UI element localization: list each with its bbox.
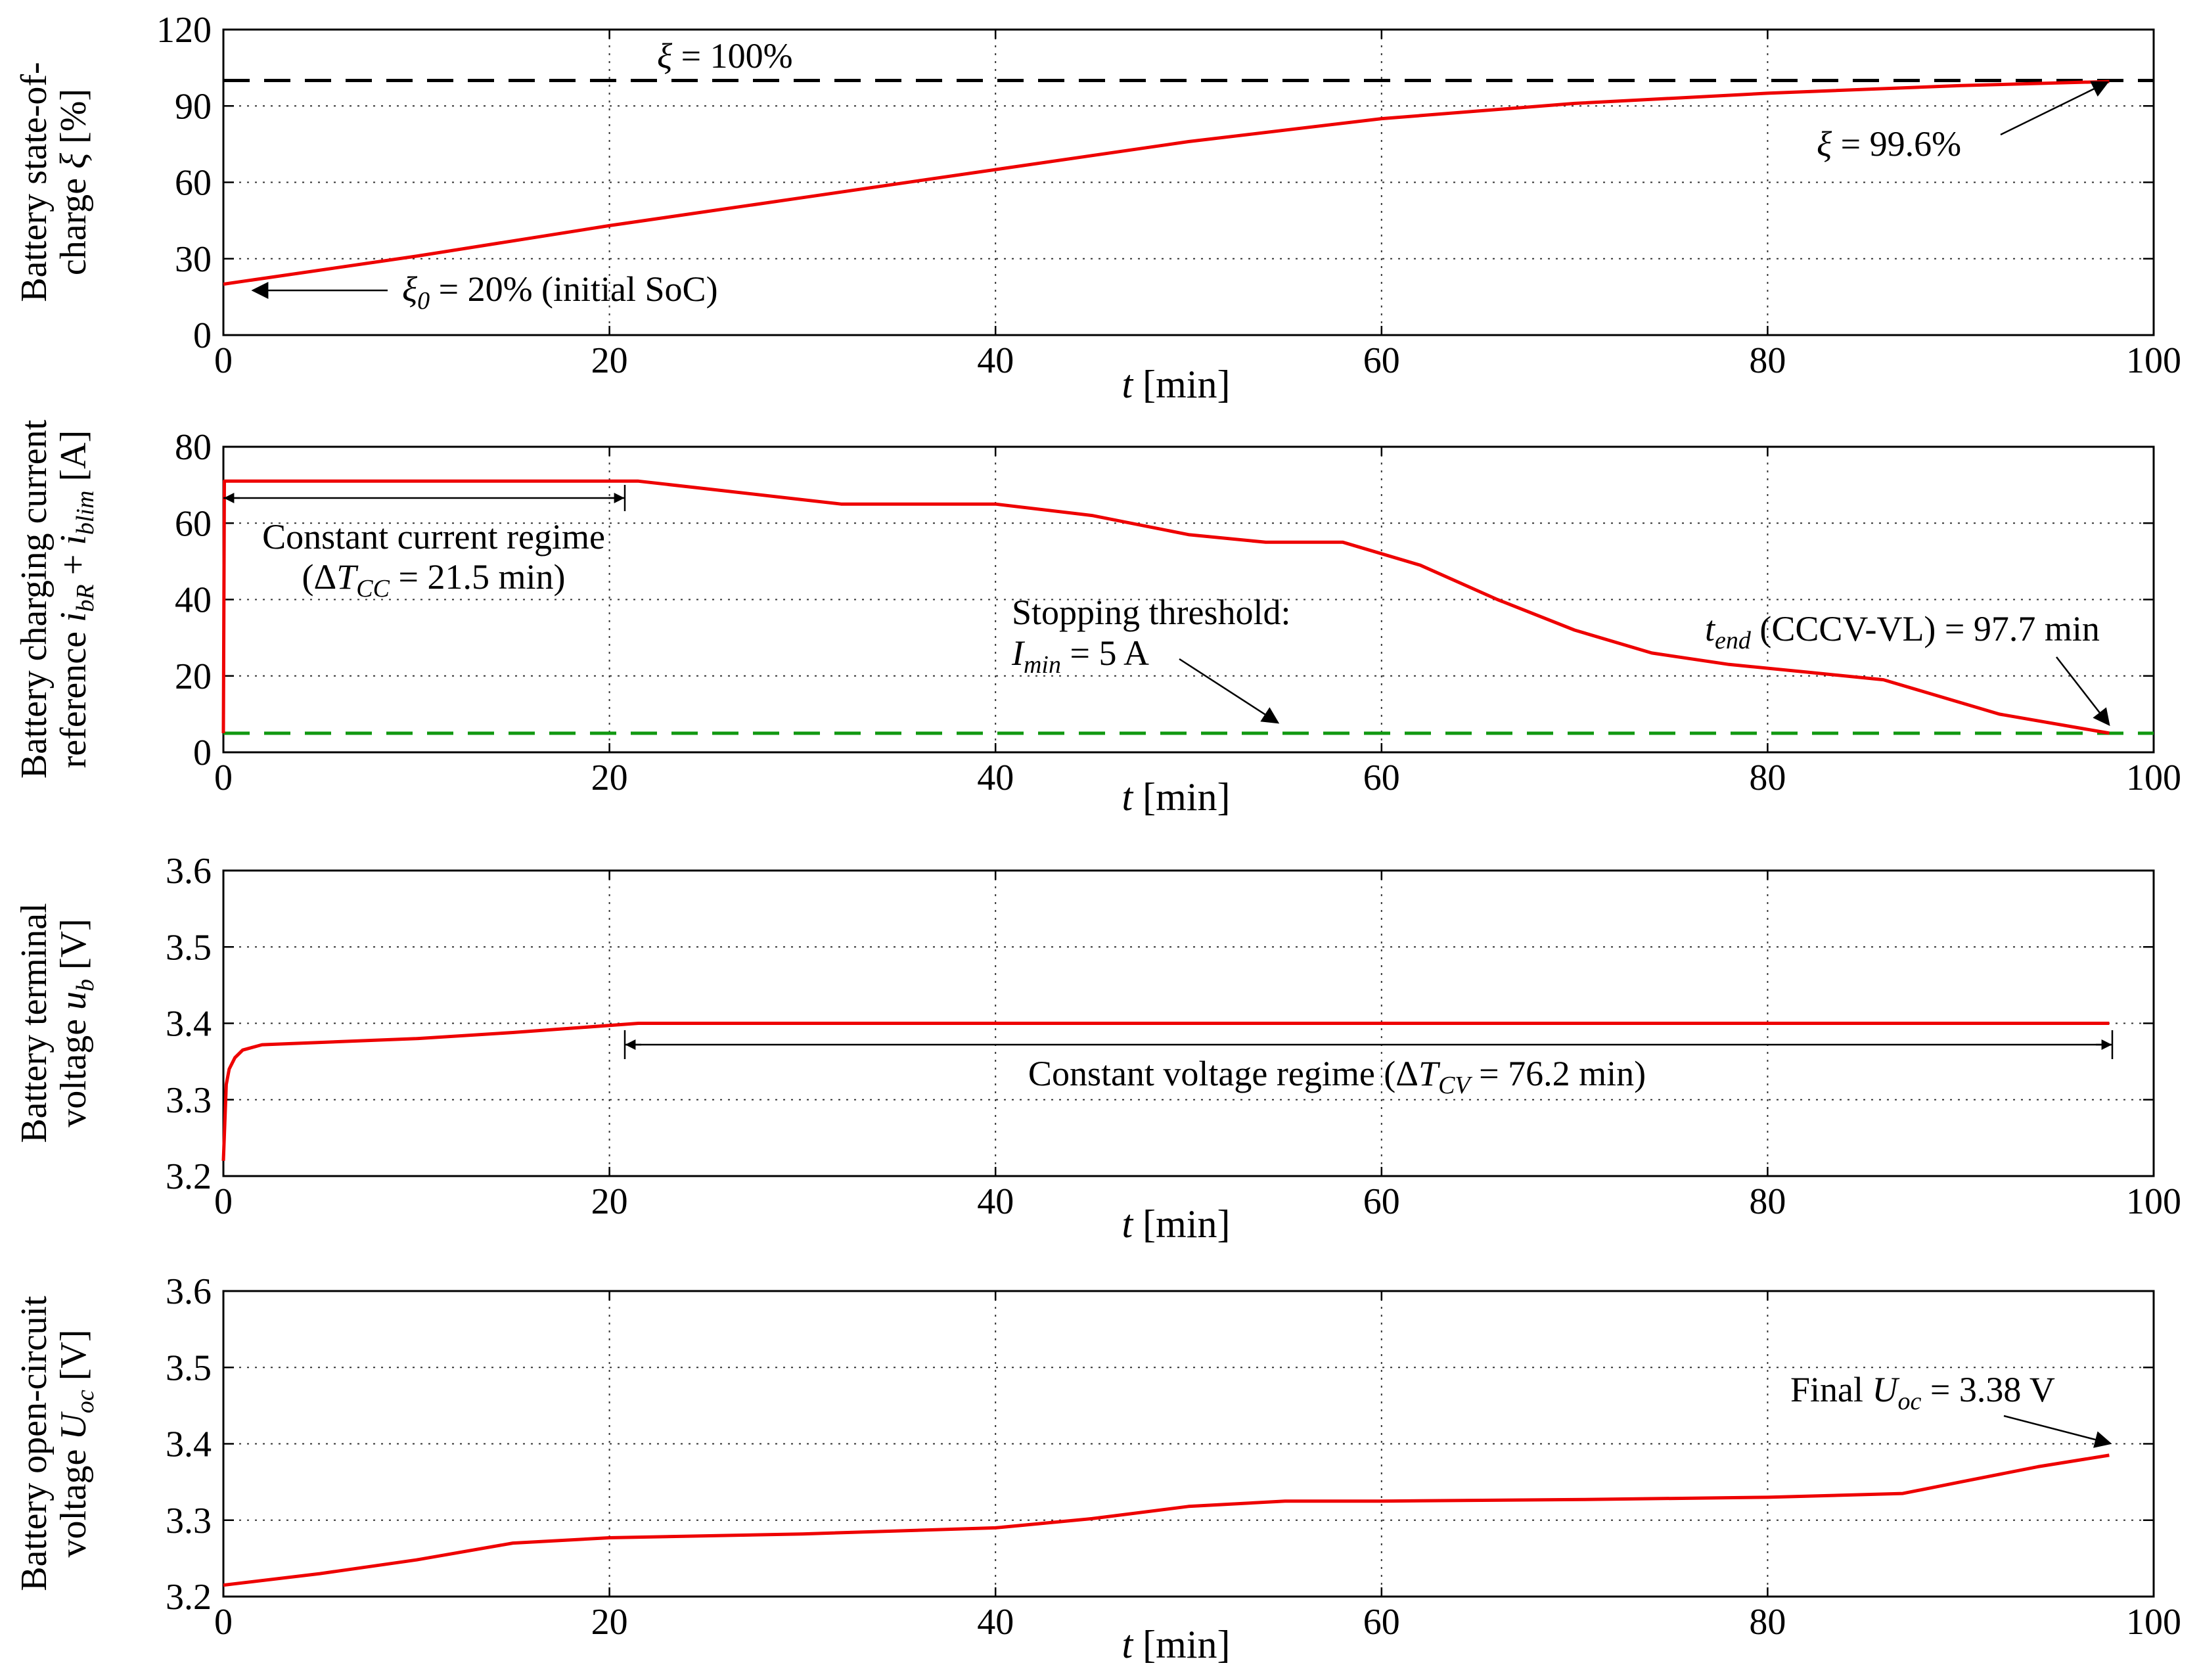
y-tick-label: 60: [175, 163, 212, 204]
tick-labels: 0 20 40 60 80 100 3.2 3.3 3.4 3.5 3.6: [166, 851, 2181, 1222]
y-axis-label-line2: voltage ub [V]: [53, 919, 99, 1127]
y-axis-label-line2: voltage Uoc [V]: [53, 1330, 99, 1558]
x-tick-label: 100: [2126, 758, 2181, 798]
x-axis-label: t [min]: [1122, 1623, 1231, 1666]
y-tick-label: 60: [175, 503, 212, 544]
x-tick-label: 80: [1749, 340, 1786, 381]
x-tick-label: 0: [214, 340, 233, 381]
x-tick-label: 40: [977, 1602, 1014, 1643]
x-axis-label: t [min]: [1122, 775, 1231, 819]
annotation-cv: Constant voltage regime (ΔTCV = 76.2 min…: [1028, 1054, 1646, 1099]
panel-soc: 0 20 40 60 80 100 0 30 60 90 120 t [min] Battery s…: [14, 10, 2181, 406]
plot-frame: [222, 1290, 2155, 1598]
y-tick-label: 0: [193, 315, 212, 356]
arrow-final-uoc: [2003, 1415, 2112, 1448]
x-tick-label: 60: [1363, 1181, 1400, 1222]
tick-labels: 0 20 40 60 80 100 0 30 60 90 120: [156, 10, 2181, 381]
y-tick-label: 90: [175, 86, 212, 127]
y-tick-label: 120: [156, 10, 212, 51]
y-tick-label: 20: [175, 656, 212, 697]
x-tick-label: 40: [977, 758, 1014, 798]
y-tick-label: 3.3: [166, 1501, 212, 1541]
x-tick-label: 60: [1363, 1602, 1400, 1643]
y-tick-label: 0: [193, 733, 212, 773]
annotation-stop-line1: Stopping threshold:: [1012, 593, 1291, 632]
y-tick-label: 3.5: [166, 927, 212, 968]
series-line: [223, 1453, 2110, 1587]
arrow-xi-final: [2000, 81, 2110, 136]
series-current: [221, 479, 2110, 735]
arrow-tend: [2056, 656, 2110, 727]
x-tick-label: 20: [591, 340, 628, 381]
plot-frame: [222, 869, 2155, 1177]
x-tick-label: 0: [214, 1181, 233, 1222]
y-tick-label: 30: [175, 239, 212, 280]
x-tick-label: 40: [977, 1181, 1014, 1222]
y-tick-label: 3.6: [166, 851, 212, 892]
y-tick-label: 80: [175, 427, 212, 468]
annotation-cc-line2: (ΔTCC = 21.5 min): [302, 557, 566, 602]
x-tick-label: 100: [2126, 340, 2181, 381]
x-axis-label: t [min]: [1122, 1202, 1231, 1246]
y-tick-label: 3.6: [166, 1271, 212, 1312]
y-tick-label: 40: [175, 580, 212, 621]
arrow-stop-threshold: [1179, 658, 1280, 724]
annotation-initial-soc: ξ0 = 20% (initial SoC): [402, 269, 718, 315]
series-line: [223, 79, 2110, 286]
x-tick-label: 100: [2126, 1181, 2181, 1222]
x-tick-label: 20: [591, 1602, 628, 1643]
y-tick-label: 3.2: [166, 1577, 212, 1618]
series-open-circuit-voltage: [223, 1453, 2110, 1587]
tick-labels: 0 20 40 60 80 100 0 20 40 60 80: [175, 427, 2181, 798]
panel-terminal-voltage: 0 20 40 60 80 100 3.2 3.3 3.4 3.5 3.6 t [min] Batt…: [14, 851, 2181, 1246]
series-line: [221, 479, 2110, 735]
y-axis-label-line1: Battery open-circuit: [14, 1296, 55, 1591]
x-tick-label: 80: [1749, 758, 1786, 798]
x-tick-label: 20: [591, 758, 628, 798]
x-tick-label: 100: [2126, 1602, 2181, 1643]
annotation-stop-line2: Imin = 5 A: [1011, 633, 1149, 679]
x-tick-label: 60: [1363, 340, 1400, 381]
panel-current: 0 20 40 60 80 100 0 20 40 60 80 t [min] Battery ch…: [14, 419, 2181, 819]
y-axis-label-line2: reference ibR + iblim [A]: [53, 430, 99, 768]
plot-frame: [222, 28, 2155, 336]
y-tick-label: 3.3: [166, 1080, 212, 1121]
annotation-xi-100: ξ = 100%: [657, 36, 793, 76]
x-tick-label: 0: [214, 1602, 233, 1643]
x-tick-label: 20: [591, 1181, 628, 1222]
x-tick-label: 80: [1749, 1181, 1786, 1222]
annotation-cc-line1: Constant current regime: [262, 517, 605, 556]
x-axis-label: t [min]: [1122, 363, 1231, 406]
series-line: [221, 1022, 2110, 1161]
y-axis-label-line1: Battery charging current: [14, 419, 55, 779]
annotation-final-uoc: Final Uoc = 3.38 V: [1790, 1370, 2055, 1415]
annotation-tend: tend (CCCV-VL) = 97.7 min: [1705, 609, 2100, 654]
y-tick-label: 3.4: [166, 1424, 212, 1465]
x-tick-label: 80: [1749, 1602, 1786, 1643]
annotation-xi-final: ξ = 99.6%: [1817, 124, 1961, 164]
tick-labels: 0 20 40 60 80 100 3.2 3.3 3.4 3.5 3.6: [166, 1271, 2181, 1643]
series-terminal-voltage: [221, 1022, 2110, 1161]
grid: [222, 1290, 2155, 1598]
y-axis-label-line2: charge ξ [%]: [53, 89, 94, 275]
y-tick-label: 3.5: [166, 1348, 212, 1388]
x-tick-label: 40: [977, 340, 1014, 381]
y-tick-label: 3.4: [166, 1004, 212, 1045]
y-tick-label: 3.2: [166, 1156, 212, 1197]
y-axis-label-line1: Battery state-of-: [14, 62, 55, 302]
y-axis-label-line1: Battery terminal: [14, 903, 55, 1143]
panel-open-circuit-voltage: 0 20 40 60 80 100 3.2 3.3 3.4 3.5 3.6 t [min] Batt…: [14, 1271, 2181, 1666]
series-soc: [223, 79, 2110, 286]
x-tick-label: 60: [1363, 758, 1400, 798]
x-tick-label: 0: [214, 758, 233, 798]
